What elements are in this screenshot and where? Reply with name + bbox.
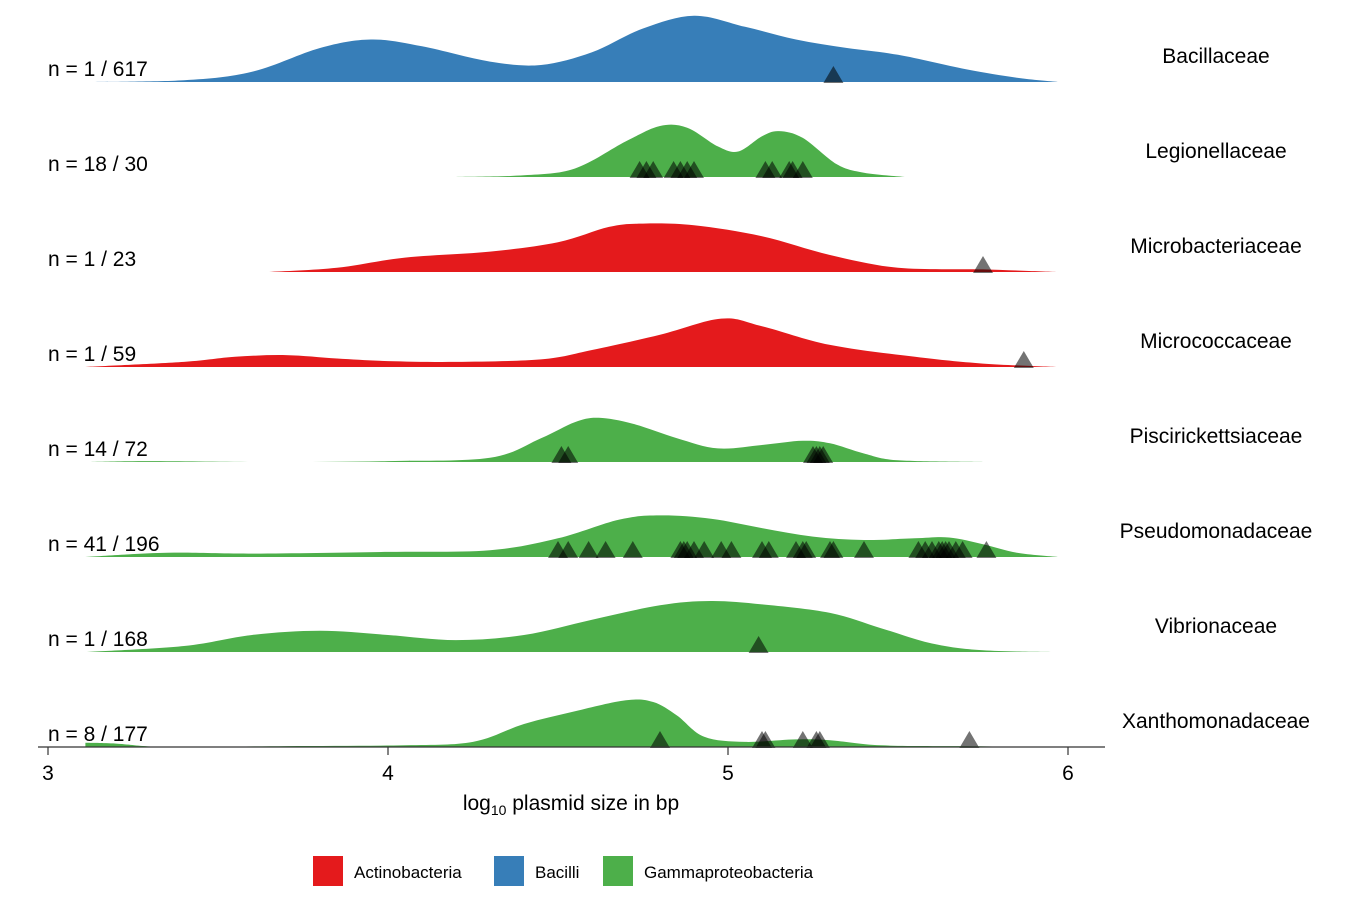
x-tick-label: 6 — [1062, 762, 1074, 785]
ridge-piscirickettsiaceae: n = 14 / 72 Piscirickettsiaceae — [48, 417, 1303, 463]
n-label: n = 1 / 168 — [48, 628, 148, 651]
plasmid-point — [578, 541, 599, 558]
legend-swatch — [494, 856, 524, 886]
x-axis-label-prefix: log — [463, 792, 491, 815]
plasmid-point — [959, 731, 980, 748]
x-axis-label: log10 plasmid size in bp — [463, 792, 679, 818]
plasmid-point — [796, 541, 817, 558]
n-label: n = 1 / 59 — [48, 343, 136, 366]
plasmid-point — [758, 541, 779, 558]
plasmid-point — [792, 161, 813, 178]
density-area-micrococcaceae — [85, 318, 1058, 367]
plasmid-point — [952, 541, 973, 558]
x-axis: 3 4 5 6 — [38, 746, 1105, 785]
n-label: n = 1 / 617 — [48, 58, 148, 81]
x-tick-label: 4 — [382, 762, 394, 785]
family-label: Pseudomonadaceae — [1120, 520, 1313, 543]
family-label: Micrococcaceae — [1140, 330, 1292, 353]
plasmid-point — [976, 541, 997, 558]
density-area-piscirickettsiaceae — [85, 417, 983, 462]
ridge-bacillaceae: n = 1 / 617 Bacillaceae — [48, 15, 1270, 83]
n-label: n = 18 / 30 — [48, 153, 148, 176]
density-area-pseudomonadaceae — [85, 515, 1058, 557]
legend-swatch — [313, 856, 343, 886]
plasmid-point — [748, 636, 769, 653]
plasmid-point — [813, 446, 834, 463]
plasmid-point — [650, 731, 670, 748]
legend-label: Actinobacteria — [354, 863, 462, 882]
family-label: Legionellaceae — [1145, 140, 1286, 163]
family-label: Xanthomonadaceae — [1122, 710, 1310, 733]
density-area-bacillaceae — [85, 15, 1058, 83]
x-tick-label: 5 — [722, 762, 734, 785]
ridge-legionellaceae: n = 18 / 30 Legionellaceae — [48, 124, 1287, 178]
plasmid-point — [762, 161, 783, 178]
n-label: n = 8 / 177 — [48, 723, 148, 746]
density-area-vibrionaceae — [85, 600, 1058, 652]
plasmid-point — [684, 161, 704, 178]
family-label: Piscirickettsiaceae — [1130, 425, 1303, 448]
family-label: Bacillaceae — [1162, 45, 1269, 68]
plasmid-point — [622, 541, 643, 558]
ridge-vibrionaceae: n = 1 / 168 Vibrionaceae — [48, 600, 1277, 653]
ridge-microbacteriaceae: n = 1 / 23 Microbacteriaceae — [48, 223, 1302, 273]
plasmid-point — [595, 541, 616, 558]
plasmid-point — [558, 541, 579, 558]
density-area-microbacteriaceae — [269, 223, 1058, 272]
plasmid-point — [721, 541, 742, 558]
n-label: n = 41 / 196 — [48, 533, 160, 556]
plasmid-point — [854, 541, 874, 558]
x-tick-label: 3 — [42, 762, 54, 785]
legend-label: Gammaproteobacteria — [644, 863, 814, 882]
plasmid-point — [973, 256, 993, 273]
plasmid-point — [809, 731, 830, 748]
family-label: Microbacteriaceae — [1130, 235, 1302, 258]
plasmid-point — [1013, 351, 1034, 368]
plasmid-point — [558, 446, 579, 463]
ridge-micrococcaceae: n = 1 / 59 Micrococcaceae — [48, 318, 1292, 368]
legend-swatch — [603, 856, 633, 886]
legend: Actinobacteria Bacilli Gammaproteobacteria — [313, 856, 814, 886]
density-area-xanthomonadaceae — [85, 699, 1034, 748]
ridges-layer: n = 1 / 617 Bacillaceae n = 18 / 30 Legione… — [48, 15, 1312, 748]
plasmid-point — [694, 541, 715, 558]
x-axis-label-suffix: plasmid size in bp — [506, 792, 679, 815]
x-axis-label-subscript: 10 — [491, 802, 507, 818]
plasmid-point — [643, 161, 664, 178]
plasmid-point — [792, 731, 813, 748]
ridge-pseudomonadaceae: n = 41 / 196 Pseudomonadaceae — [48, 515, 1312, 558]
plasmid-point — [755, 731, 776, 748]
n-label: n = 1 / 23 — [48, 248, 136, 271]
n-label: n = 14 / 72 — [48, 438, 148, 461]
plasmid-point — [823, 66, 844, 83]
family-label: Vibrionaceae — [1155, 615, 1277, 638]
ridge-xanthomonadaceae: n = 8 / 177 Xanthomonadaceae — [48, 699, 1310, 748]
legend-label: Bacilli — [535, 863, 579, 882]
plasmid-point — [823, 541, 844, 558]
